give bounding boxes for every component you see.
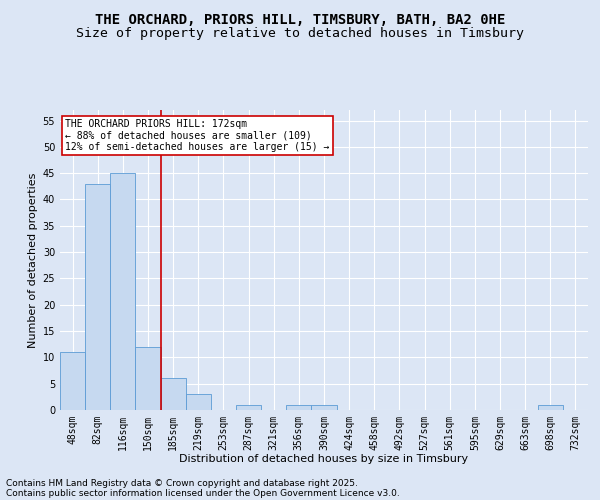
Text: Size of property relative to detached houses in Timsbury: Size of property relative to detached ho… bbox=[76, 28, 524, 40]
Bar bbox=[136, 347, 161, 410]
Bar bbox=[85, 184, 110, 410]
Bar bbox=[161, 378, 186, 410]
Bar bbox=[311, 404, 337, 410]
Bar bbox=[286, 404, 311, 410]
Text: Contains public sector information licensed under the Open Government Licence v3: Contains public sector information licen… bbox=[6, 488, 400, 498]
Text: THE ORCHARD, PRIORS HILL, TIMSBURY, BATH, BA2 0HE: THE ORCHARD, PRIORS HILL, TIMSBURY, BATH… bbox=[95, 12, 505, 26]
Bar bbox=[236, 404, 261, 410]
Text: Contains HM Land Registry data © Crown copyright and database right 2025.: Contains HM Land Registry data © Crown c… bbox=[6, 478, 358, 488]
Text: THE ORCHARD PRIORS HILL: 172sqm
← 88% of detached houses are smaller (109)
12% o: THE ORCHARD PRIORS HILL: 172sqm ← 88% of… bbox=[65, 119, 329, 152]
Y-axis label: Number of detached properties: Number of detached properties bbox=[28, 172, 38, 348]
Bar bbox=[186, 394, 211, 410]
X-axis label: Distribution of detached houses by size in Timsbury: Distribution of detached houses by size … bbox=[179, 454, 469, 464]
Bar bbox=[110, 173, 136, 410]
Bar bbox=[60, 352, 85, 410]
Bar bbox=[538, 404, 563, 410]
